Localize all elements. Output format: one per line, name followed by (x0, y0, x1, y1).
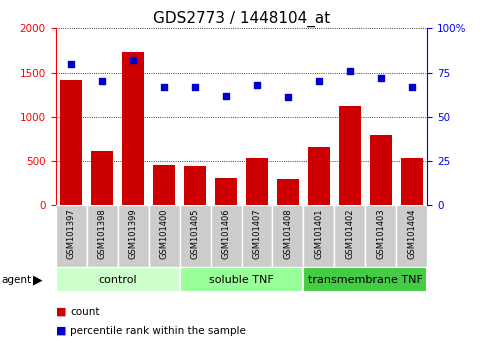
Bar (303, 205, 334, 267)
Text: control: control (98, 275, 137, 285)
Text: GSM101402: GSM101402 (345, 209, 355, 259)
Text: ■: ■ (56, 307, 66, 316)
Point (315, 79, 323, 84)
Bar (334, 205, 366, 267)
Bar (56, 205, 86, 267)
Bar (60, 80, 82, 205)
Text: percentile rank within the sample: percentile rank within the sample (70, 326, 246, 336)
Bar (366, 205, 397, 267)
Point (98, 79, 106, 84)
Bar (246, 159, 268, 205)
Point (284, 95, 292, 100)
Point (377, 75, 385, 81)
Text: ▶: ▶ (33, 273, 43, 286)
Bar (86, 205, 117, 267)
Point (253, 82, 261, 88)
Text: GSM101399: GSM101399 (128, 209, 138, 259)
Bar (272, 205, 303, 267)
Text: GSM101397: GSM101397 (67, 209, 75, 259)
Bar (277, 179, 299, 205)
Text: count: count (70, 307, 99, 316)
Text: GSM101408: GSM101408 (284, 209, 293, 259)
Text: GSM101400: GSM101400 (159, 209, 169, 259)
Bar (56, 267, 180, 292)
Point (67, 61, 75, 67)
Point (222, 93, 230, 98)
Text: transmembrane TNF: transmembrane TNF (308, 275, 423, 285)
Text: soluble TNF: soluble TNF (209, 275, 274, 285)
Bar (308, 147, 330, 205)
Bar (122, 52, 144, 205)
Point (346, 68, 354, 74)
Bar (180, 205, 211, 267)
Text: GSM101407: GSM101407 (253, 209, 261, 259)
Point (191, 84, 199, 90)
Bar (91, 152, 113, 205)
Text: GSM101401: GSM101401 (314, 209, 324, 259)
Point (160, 84, 168, 90)
Point (129, 57, 137, 63)
Bar (117, 205, 149, 267)
Text: ■: ■ (56, 326, 66, 336)
Bar (242, 205, 272, 267)
Bar (149, 205, 180, 267)
Point (408, 84, 416, 90)
Bar (184, 166, 206, 205)
Bar (339, 106, 361, 205)
Text: GSM101406: GSM101406 (222, 209, 230, 259)
Bar (153, 166, 175, 205)
Text: GSM101403: GSM101403 (376, 209, 385, 259)
Title: GDS2773 / 1448104_at: GDS2773 / 1448104_at (153, 11, 330, 27)
Text: GSM101404: GSM101404 (408, 209, 416, 259)
Bar (215, 178, 237, 205)
Bar (180, 267, 303, 292)
Bar (401, 158, 423, 205)
Text: GSM101398: GSM101398 (98, 209, 107, 259)
Text: agent: agent (1, 275, 31, 285)
Bar (370, 135, 392, 205)
Text: GSM101405: GSM101405 (190, 209, 199, 259)
Bar (397, 205, 427, 267)
Bar (211, 205, 242, 267)
Bar (303, 267, 427, 292)
